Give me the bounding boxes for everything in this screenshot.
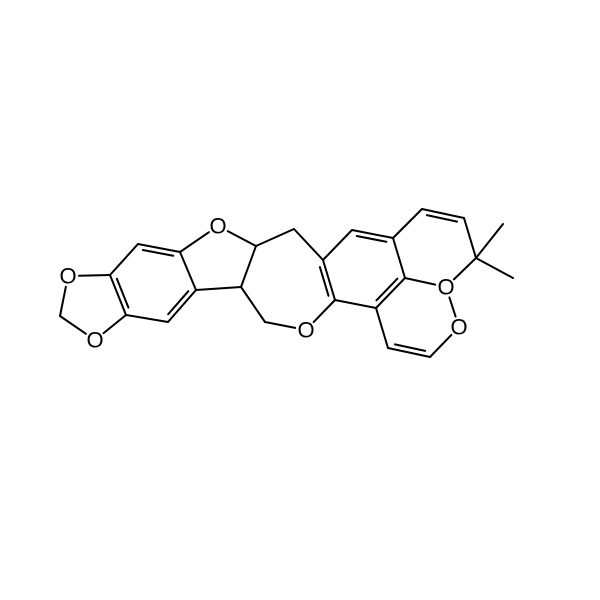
atom-label-o: O <box>297 318 314 343</box>
atom-label-o: O <box>450 315 467 340</box>
atom-label-o: O <box>86 328 103 353</box>
molecule-diagram: OOOOOO <box>0 0 600 600</box>
atom-label-o: O <box>437 275 454 300</box>
atom-label-o: O <box>59 264 76 289</box>
atom-label-o: O <box>209 214 226 239</box>
